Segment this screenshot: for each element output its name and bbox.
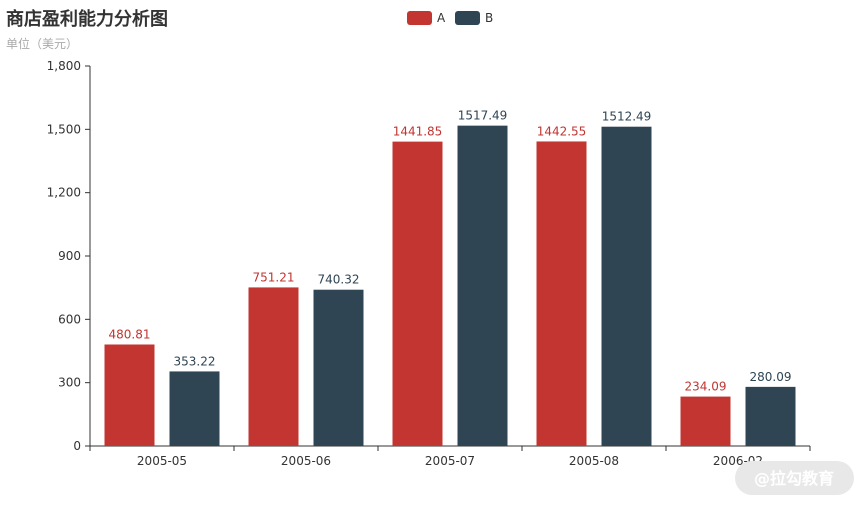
y-axis: 0 300 600 900 1,200 1,500 1,800: [47, 59, 91, 453]
bar-b[interactable]: [745, 386, 796, 446]
data-label-b: 1517.49: [458, 109, 508, 123]
data-label-a: 1441.85: [393, 125, 443, 139]
data-label-a: 751.21: [253, 270, 295, 284]
watermark: @拉勾教育: [735, 461, 854, 495]
y-tick-label: 1,200: [47, 186, 81, 200]
bar-b[interactable]: [601, 126, 652, 446]
chart-subtitle: 单位（美元）: [6, 36, 78, 51]
data-label-a: 1442.55: [537, 124, 587, 138]
x-tick-label: 2005-05: [137, 454, 187, 468]
y-tick-label: 300: [58, 376, 81, 390]
bar-b[interactable]: [169, 371, 220, 446]
data-label-a: 480.81: [109, 327, 151, 341]
legend-label: B: [485, 11, 493, 25]
bar-a[interactable]: [392, 141, 443, 447]
data-label-b: 1512.49: [602, 110, 652, 124]
legend-swatch: [407, 11, 432, 25]
data-label-b: 353.22: [174, 354, 216, 368]
bars: [104, 125, 796, 447]
x-tick-label: 2005-06: [281, 454, 331, 468]
legend-label: A: [437, 11, 446, 25]
x-axis: 2005-05 2005-06 2005-07 2005-08 2006-02: [89, 445, 811, 468]
data-label-b: 280.09: [750, 370, 792, 384]
y-tick-label: 1,500: [47, 122, 81, 136]
data-labels: 480.81 751.21 1441.85 1442.55 234.09 353.22 74…: [109, 109, 792, 394]
watermark-text: @拉勾教育: [754, 469, 834, 488]
legend-item-b[interactable]: B: [455, 11, 493, 25]
bar-a[interactable]: [536, 141, 587, 446]
x-tick-label: 2005-08: [569, 454, 619, 468]
bar-a[interactable]: [104, 344, 155, 446]
bar-b[interactable]: [457, 125, 508, 447]
legend-swatch: [455, 11, 480, 25]
y-tick-label: 600: [58, 312, 81, 326]
chart-title: 商店盈利能力分析图: [6, 8, 168, 30]
data-label-b: 740.32: [318, 273, 360, 287]
bar-a[interactable]: [248, 287, 299, 446]
x-tick-label: 2005-07: [425, 454, 475, 468]
bar-b[interactable]: [313, 289, 364, 446]
data-label-a: 234.09: [685, 380, 727, 394]
y-tick-label: 900: [58, 249, 81, 263]
y-tick-label: 1,800: [47, 59, 81, 73]
bar-a[interactable]: [680, 396, 731, 446]
legend-item-a[interactable]: A: [407, 11, 446, 25]
y-tick-label: 0: [73, 439, 81, 453]
